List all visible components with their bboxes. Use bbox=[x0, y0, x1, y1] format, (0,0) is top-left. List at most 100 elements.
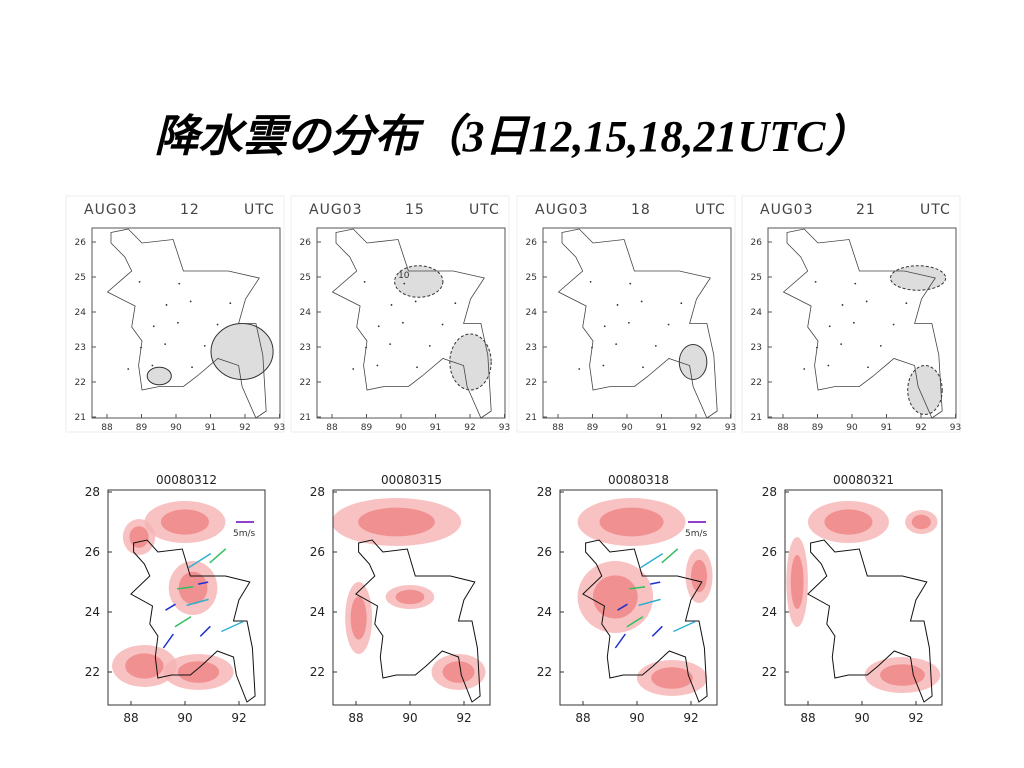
y-tick-label: 24 bbox=[300, 308, 312, 318]
station bbox=[165, 304, 168, 306]
x-tick-label: 88 bbox=[575, 711, 590, 725]
station bbox=[803, 368, 806, 370]
precip-shade bbox=[449, 333, 492, 391]
y-tick-label: 22 bbox=[85, 665, 100, 679]
coastline bbox=[782, 228, 943, 419]
precip-core bbox=[824, 509, 873, 535]
y-tick-label: 21 bbox=[526, 413, 537, 423]
station bbox=[589, 280, 592, 283]
panel-title: AUG03 bbox=[84, 202, 138, 218]
wind-vector bbox=[661, 548, 679, 564]
wind-vector bbox=[165, 603, 176, 611]
x-tick-label: 88 bbox=[101, 423, 113, 433]
station bbox=[642, 366, 644, 369]
x-tick-label: 90 bbox=[395, 423, 407, 433]
station bbox=[403, 282, 406, 285]
y-tick-label: 21 bbox=[751, 413, 762, 423]
x-tick-label: 93 bbox=[725, 423, 736, 433]
station bbox=[363, 280, 366, 283]
y-tick-label: 28 bbox=[537, 485, 552, 499]
y-tick-label: 28 bbox=[85, 485, 100, 499]
bottom-map-panel: 00080315 28 26 24 22 88 90 92 bbox=[310, 473, 491, 725]
y-tick-label: 26 bbox=[85, 545, 100, 559]
x-tick-label: 90 bbox=[854, 711, 869, 725]
x-tick-label: 92 bbox=[683, 711, 698, 725]
station bbox=[414, 300, 417, 303]
x-tick-label: 91 bbox=[881, 423, 892, 433]
y-tick-label: 26 bbox=[751, 238, 763, 248]
panel-title: UTC bbox=[920, 202, 951, 218]
station bbox=[352, 368, 355, 370]
y-tick-label: 23 bbox=[75, 343, 86, 353]
y-tick-label: 24 bbox=[526, 308, 538, 318]
x-tick-label: 88 bbox=[552, 423, 564, 433]
coastline bbox=[355, 539, 481, 703]
y-tick-label: 26 bbox=[75, 238, 87, 248]
plot-frame bbox=[542, 227, 732, 419]
station bbox=[629, 282, 632, 285]
wind-vector bbox=[162, 633, 174, 649]
station bbox=[229, 302, 232, 305]
plot-frame bbox=[316, 227, 506, 419]
panel-title: AUG03 bbox=[760, 202, 814, 218]
legend-label: 5m/s bbox=[685, 529, 708, 539]
y-tick-label: 26 bbox=[537, 545, 552, 559]
precip-shade bbox=[678, 344, 708, 380]
x-tick-label: 90 bbox=[621, 423, 633, 433]
station bbox=[627, 321, 630, 324]
y-tick-label: 23 bbox=[526, 343, 537, 353]
y-tick-label: 22 bbox=[310, 665, 325, 679]
wind-vector bbox=[626, 616, 644, 628]
station bbox=[865, 300, 868, 303]
precip-core bbox=[592, 575, 638, 619]
plot-frame bbox=[784, 489, 943, 706]
station bbox=[454, 302, 457, 305]
station bbox=[216, 323, 219, 326]
wind-vector bbox=[638, 598, 661, 607]
y-tick-label: 24 bbox=[85, 605, 100, 619]
y-tick-label: 26 bbox=[526, 238, 538, 248]
wind-vector bbox=[629, 586, 646, 590]
panel-title: UTC bbox=[695, 202, 726, 218]
station bbox=[854, 282, 857, 285]
wind-vector bbox=[188, 552, 212, 569]
top-map-panel: AUG03 12 UTC 26 25 24 23 22 21 88 89 90 91 92 93 bbox=[65, 195, 285, 433]
x-tick-label: 88 bbox=[348, 711, 363, 725]
precip-shade bbox=[889, 265, 947, 291]
wind-vector bbox=[221, 620, 244, 633]
wind-vector bbox=[651, 625, 663, 637]
y-tick-label: 26 bbox=[762, 545, 777, 559]
x-tick-label: 90 bbox=[170, 423, 182, 433]
bottom-map-panel: 00080318 5m/s 28 26 24 22 88 90 92 bbox=[537, 473, 718, 725]
station bbox=[377, 325, 380, 328]
y-tick-label: 28 bbox=[762, 485, 777, 499]
precip-field bbox=[112, 501, 234, 690]
x-tick-label: 89 bbox=[136, 423, 148, 433]
station bbox=[401, 321, 404, 324]
y-tick-label: 24 bbox=[310, 605, 325, 619]
station bbox=[441, 323, 444, 326]
precip-core bbox=[350, 596, 367, 640]
precip-core bbox=[125, 653, 164, 679]
x-tick-label: 91 bbox=[205, 423, 216, 433]
x-tick-label: 91 bbox=[656, 423, 667, 433]
x-tick-label: 93 bbox=[274, 423, 285, 433]
precip-core bbox=[358, 507, 435, 537]
x-tick-label: 89 bbox=[812, 423, 824, 433]
panel-title: 12 bbox=[180, 202, 200, 218]
precip-core bbox=[651, 667, 693, 689]
station bbox=[615, 343, 618, 346]
coastline bbox=[582, 539, 708, 703]
y-tick-label: 26 bbox=[310, 545, 325, 559]
station bbox=[867, 366, 869, 369]
panel-frame bbox=[516, 195, 736, 433]
y-tick-label: 25 bbox=[75, 273, 86, 283]
coastline bbox=[807, 539, 933, 703]
panel-title: UTC bbox=[469, 202, 500, 218]
coastline bbox=[130, 539, 256, 703]
plot-frame bbox=[107, 489, 266, 706]
top-map-panel: AUG03 21 UTC 26 25 24 23 22 21 88 89 90 91 92 93 bbox=[741, 195, 961, 433]
precip-core bbox=[790, 555, 804, 609]
